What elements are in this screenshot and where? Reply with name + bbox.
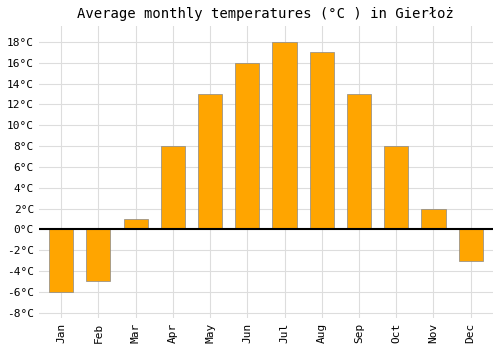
Title: Average monthly temperatures (°C ) in Gierłoż: Average monthly temperatures (°C ) in Gi…	[78, 7, 454, 21]
Bar	[86, 229, 110, 281]
Bar	[235, 63, 260, 229]
Bar	[124, 219, 148, 229]
Bar	[422, 209, 446, 229]
Bar	[160, 146, 185, 229]
Bar	[310, 52, 334, 229]
Bar	[272, 42, 296, 229]
Bar	[198, 94, 222, 229]
Bar	[384, 146, 408, 229]
Bar	[347, 94, 371, 229]
Bar	[458, 229, 483, 261]
Bar	[49, 229, 73, 292]
